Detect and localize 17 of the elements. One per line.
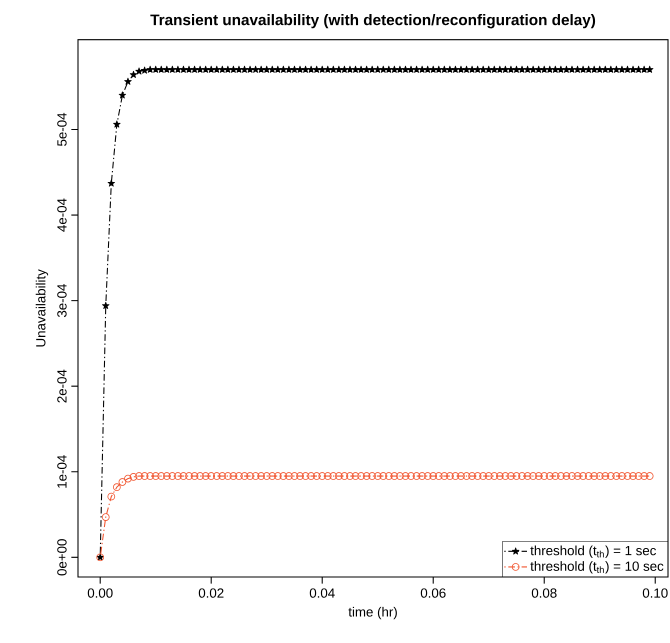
x-tick-label: 0.08 [532, 588, 557, 598]
y-tick-label: 2e-04 [57, 370, 67, 403]
x-tick-label: 0.04 [310, 588, 335, 598]
legend-label: threshold (t$_{th}$) = 10 sec [530, 561, 664, 574]
x-axis-title: time (hr) [348, 606, 397, 620]
y-tick-label: 4e-04 [57, 198, 67, 232]
legend-label: threshold (t$_{th}$) = 1 sec [530, 546, 656, 558]
y-tick-label: 3e-04 [57, 284, 67, 318]
y-tick-label: 5e-04 [57, 112, 67, 146]
y-tick-label: 1e-04 [57, 455, 67, 488]
x-tick-label: 0.00 [88, 588, 113, 598]
x-tick-label: 0.02 [198, 588, 224, 598]
x-tick-label: 0.06 [420, 588, 446, 598]
y-tick-label: 0e+00 [57, 539, 67, 576]
y-axis-title: Unavailability [36, 269, 48, 346]
chart-title: Transient unavailability (with detection/reconfiguration delay) [150, 14, 596, 28]
x-tick-label: 0.10 [642, 588, 668, 598]
